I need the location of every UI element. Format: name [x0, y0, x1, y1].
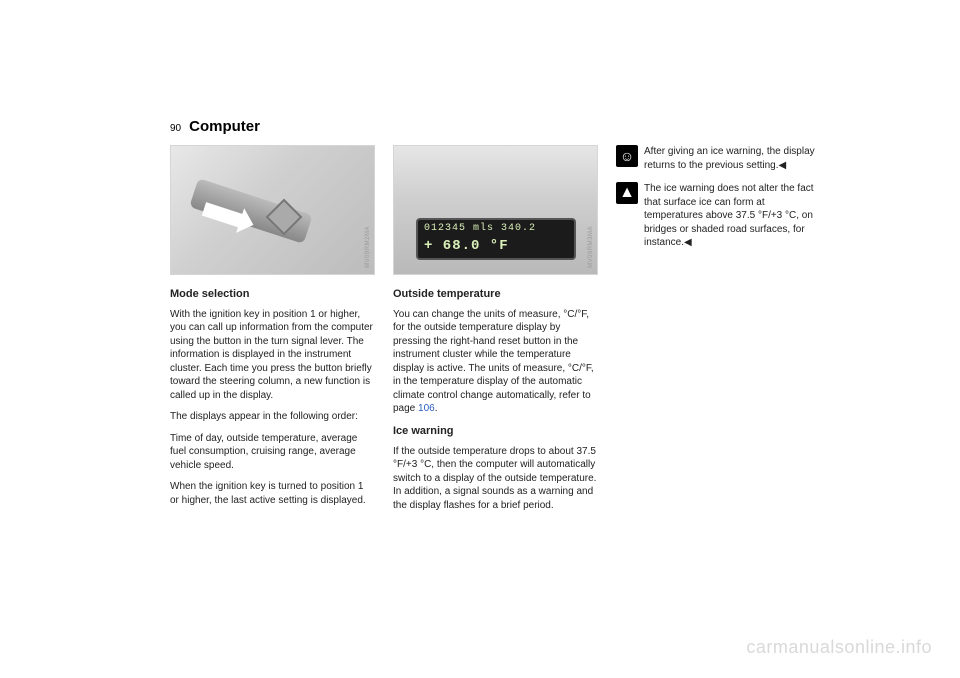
figure-instrument-cluster: 012345 mls 340.2 + 68.0 °F MV09RM3MA [393, 145, 598, 275]
arrow-icon [202, 202, 244, 228]
watermark: carmanualsonline.info [746, 637, 932, 658]
page-link[interactable]: 106 [418, 403, 435, 414]
paragraph: The displays appear in the following ord… [170, 410, 375, 424]
dash-line-top: 012345 mls 340.2 [424, 222, 568, 236]
text: You can change the units of measure, °C/… [393, 309, 594, 415]
heading-ice-warning: Ice warning [393, 424, 598, 439]
info-note: ☺ After giving an ice warning, the displ… [616, 145, 821, 172]
paragraph: Time of day, outside temperature, averag… [170, 432, 375, 473]
page-title: Computer [189, 118, 260, 135]
columns: MV09RM2MA Mode selection With the igniti… [170, 145, 870, 520]
dash-line-bottom: + 68.0 °F [424, 237, 568, 256]
heading-mode-selection: Mode selection [170, 287, 375, 302]
end-mark-icon: ◀ [779, 159, 787, 173]
warning-icon: ▲ [616, 182, 638, 204]
column-3: ☺ After giving an ice warning, the displ… [616, 145, 821, 520]
figure-turn-signal-lever: MV09RM2MA [170, 145, 375, 275]
figure-code: MV09RM2MA [364, 226, 372, 268]
text: The ice warning does not alter the fact … [644, 183, 814, 248]
column-1: MV09RM2MA Mode selection With the igniti… [170, 145, 375, 520]
note-text: After giving an ice warning, the display… [644, 145, 821, 172]
dash-display: 012345 mls 340.2 + 68.0 °F [416, 218, 576, 260]
paragraph: You can change the units of measure, °C/… [393, 308, 598, 416]
person-icon: ☺ [616, 145, 638, 167]
paragraph: If the outside temperature drops to abou… [393, 445, 598, 513]
column-2: 012345 mls 340.2 + 68.0 °F MV09RM3MA Out… [393, 145, 598, 520]
page-header: 90 Computer [170, 118, 870, 135]
text: After giving an ice warning, the display… [644, 146, 815, 171]
paragraph: With the ignition key in position 1 or h… [170, 308, 375, 403]
heading-outside-temperature: Outside temperature [393, 287, 598, 302]
paragraph: When the ignition key is turned to posit… [170, 480, 375, 507]
figure-code: MV09RM3MA [587, 226, 595, 268]
warning-note: ▲ The ice warning does not alter the fac… [616, 182, 821, 250]
manual-page: 90 Computer MV09RM2MA Mode selection Wit… [170, 118, 870, 520]
note-text: The ice warning does not alter the fact … [644, 182, 821, 250]
text: . [435, 403, 438, 414]
page-number: 90 [170, 123, 181, 134]
end-mark-icon: ◀ [684, 236, 692, 250]
